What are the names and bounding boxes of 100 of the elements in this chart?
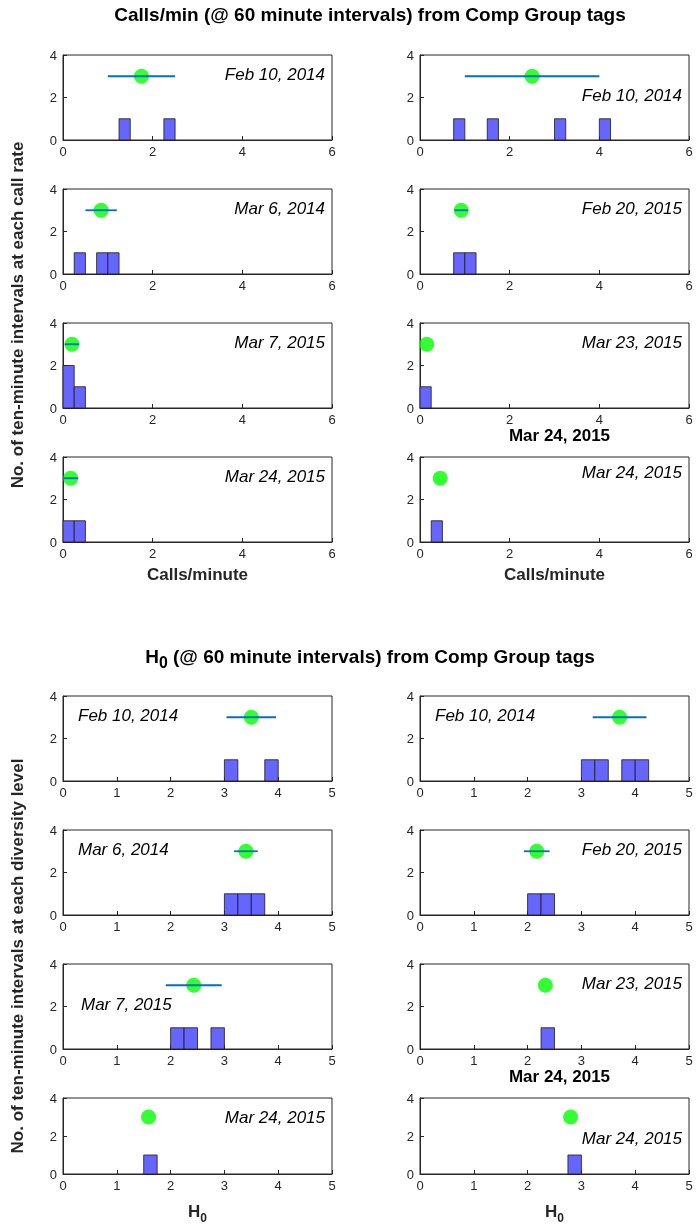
- y-tick-label: 4: [406, 47, 414, 63]
- x-tick-label: 3: [577, 1178, 586, 1193]
- y-tick-label: 4: [49, 822, 57, 838]
- x-tick-label: 1: [470, 1178, 478, 1193]
- x-tick-label: 1: [470, 1053, 478, 1068]
- x-axis-title: Calls/minute: [503, 565, 606, 584]
- annotation: Feb 10, 2014: [78, 706, 179, 725]
- y-tick-label: 4: [49, 688, 57, 704]
- x-tick-label: 4: [274, 1053, 282, 1068]
- y-tick-label: 4: [406, 181, 414, 197]
- x-tick-label: 4: [238, 546, 246, 561]
- chart-title: Mar 24, 2015: [508, 1067, 611, 1086]
- x-tick-label: 4: [631, 919, 639, 934]
- chart-title: Calls/min (@ 60 minute intervals) from Comp Group tags: [113, 4, 627, 26]
- x-tick-label: 0: [59, 278, 67, 293]
- x-tick-label: 2: [166, 785, 175, 800]
- x-tick-label: 0: [416, 919, 424, 934]
- x-tick-label: 4: [595, 278, 603, 293]
- x-tick-label: 1: [113, 1053, 121, 1068]
- y-tick-label: 4: [406, 688, 414, 704]
- x-tick-label: 0: [59, 144, 67, 159]
- annotation: Mar 23, 2015: [581, 974, 683, 993]
- y-tick-label: 0: [406, 773, 414, 789]
- x-tick-label: 2: [166, 919, 175, 934]
- y-tick-label: 0: [49, 1041, 57, 1057]
- x-tick-label: 0: [59, 1178, 67, 1193]
- x-tick-label: 5: [685, 919, 693, 934]
- y-tick-label: 4: [49, 315, 57, 331]
- y-tick-label: 2: [406, 731, 414, 746]
- x-tick-label: 0: [59, 546, 67, 561]
- y-tick-label: 2: [49, 492, 57, 507]
- x-tick-label: 5: [328, 785, 336, 800]
- x-tick-label: 1: [470, 785, 478, 800]
- x-tick-label: 1: [113, 919, 121, 934]
- x-tick-label: 2: [506, 144, 514, 159]
- y-tick-label: 0: [49, 907, 57, 923]
- x-tick-label: 4: [274, 1178, 282, 1193]
- x-tick-label: 2: [149, 412, 157, 427]
- x-tick-label: 2: [506, 546, 514, 561]
- x-tick-label: 1: [113, 785, 121, 800]
- y-tick-label: 0: [49, 132, 57, 148]
- x-tick-label: 6: [328, 546, 336, 561]
- x-tick-label: 0: [416, 412, 424, 427]
- x-tick-label: 4: [238, 278, 246, 293]
- x-tick-label: 0: [416, 278, 424, 293]
- x-axis-title: Calls/minute: [146, 565, 249, 584]
- y-tick-label: 4: [49, 1090, 57, 1106]
- x-tick-label: 2: [149, 546, 157, 561]
- annotation: Mar 24, 2015: [224, 467, 326, 486]
- y-tick-label: 4: [49, 956, 57, 972]
- x-tick-label: 6: [685, 144, 693, 159]
- y-tick-label: 4: [49, 449, 57, 465]
- x-tick-label: 6: [328, 412, 336, 427]
- annotation: Mar 24, 2015: [581, 1129, 683, 1148]
- y-tick-label: 0: [406, 1166, 414, 1182]
- x-tick-label: 0: [59, 1053, 67, 1068]
- x-tick-label: 2: [149, 144, 157, 159]
- x-tick-label: 0: [59, 412, 67, 427]
- y-tick-label: 0: [49, 400, 57, 416]
- y-tick-label: 0: [406, 266, 414, 282]
- annotation: Feb 20, 2015: [581, 199, 683, 218]
- x-tick-label: 3: [220, 1053, 229, 1068]
- x-tick-label: 4: [274, 919, 282, 934]
- x-tick-label: 4: [595, 144, 603, 159]
- annotation: Feb 10, 2014: [435, 706, 536, 725]
- x-tick-label: 0: [59, 919, 67, 934]
- x-tick-label: 4: [238, 412, 246, 427]
- x-tick-label: 4: [595, 546, 603, 561]
- y-tick-label: 2: [49, 1128, 57, 1144]
- annotation: Mar 7, 2015: [81, 995, 173, 1014]
- y-tick-label: 2: [49, 999, 57, 1014]
- x-tick-label: 3: [577, 785, 586, 800]
- y-tick-label: 0: [406, 907, 414, 923]
- annotation: Mar 24, 2015: [581, 463, 683, 482]
- x-tick-label: 4: [595, 412, 603, 427]
- chart-title: Mar 24, 2015: [508, 426, 611, 445]
- y-tick-label: 2: [406, 224, 414, 239]
- y-tick-label: 2: [406, 358, 414, 373]
- x-tick-label: 4: [274, 785, 282, 800]
- x-tick-label: 4: [631, 1178, 639, 1193]
- x-tick-label: 6: [685, 412, 693, 427]
- x-tick-label: 0: [416, 1053, 424, 1068]
- y-tick-label: 0: [406, 400, 414, 416]
- x-tick-label: 2: [166, 1178, 175, 1193]
- y-axis-title: No. of ten-minute intervals at each call rate: [8, 141, 28, 489]
- annotation: Mar 6, 2014: [234, 199, 326, 218]
- y-tick-label: 4: [406, 822, 414, 838]
- x-tick-label: 5: [685, 785, 693, 800]
- x-tick-label: 2: [523, 919, 532, 934]
- x-tick-label: 5: [328, 1178, 336, 1193]
- x-tick-label: 4: [238, 144, 246, 159]
- y-tick-label: 2: [406, 1128, 414, 1144]
- x-tick-label: 2: [166, 1053, 175, 1068]
- x-tick-label: 2: [506, 278, 514, 293]
- y-tick-label: 2: [406, 492, 414, 507]
- annotation: Feb 10, 2014: [224, 65, 326, 84]
- annotation: Mar 7, 2015: [234, 333, 326, 352]
- y-tick-label: 4: [49, 181, 57, 197]
- y-tick-label: 2: [49, 358, 57, 373]
- x-tick-label: 2: [523, 785, 532, 800]
